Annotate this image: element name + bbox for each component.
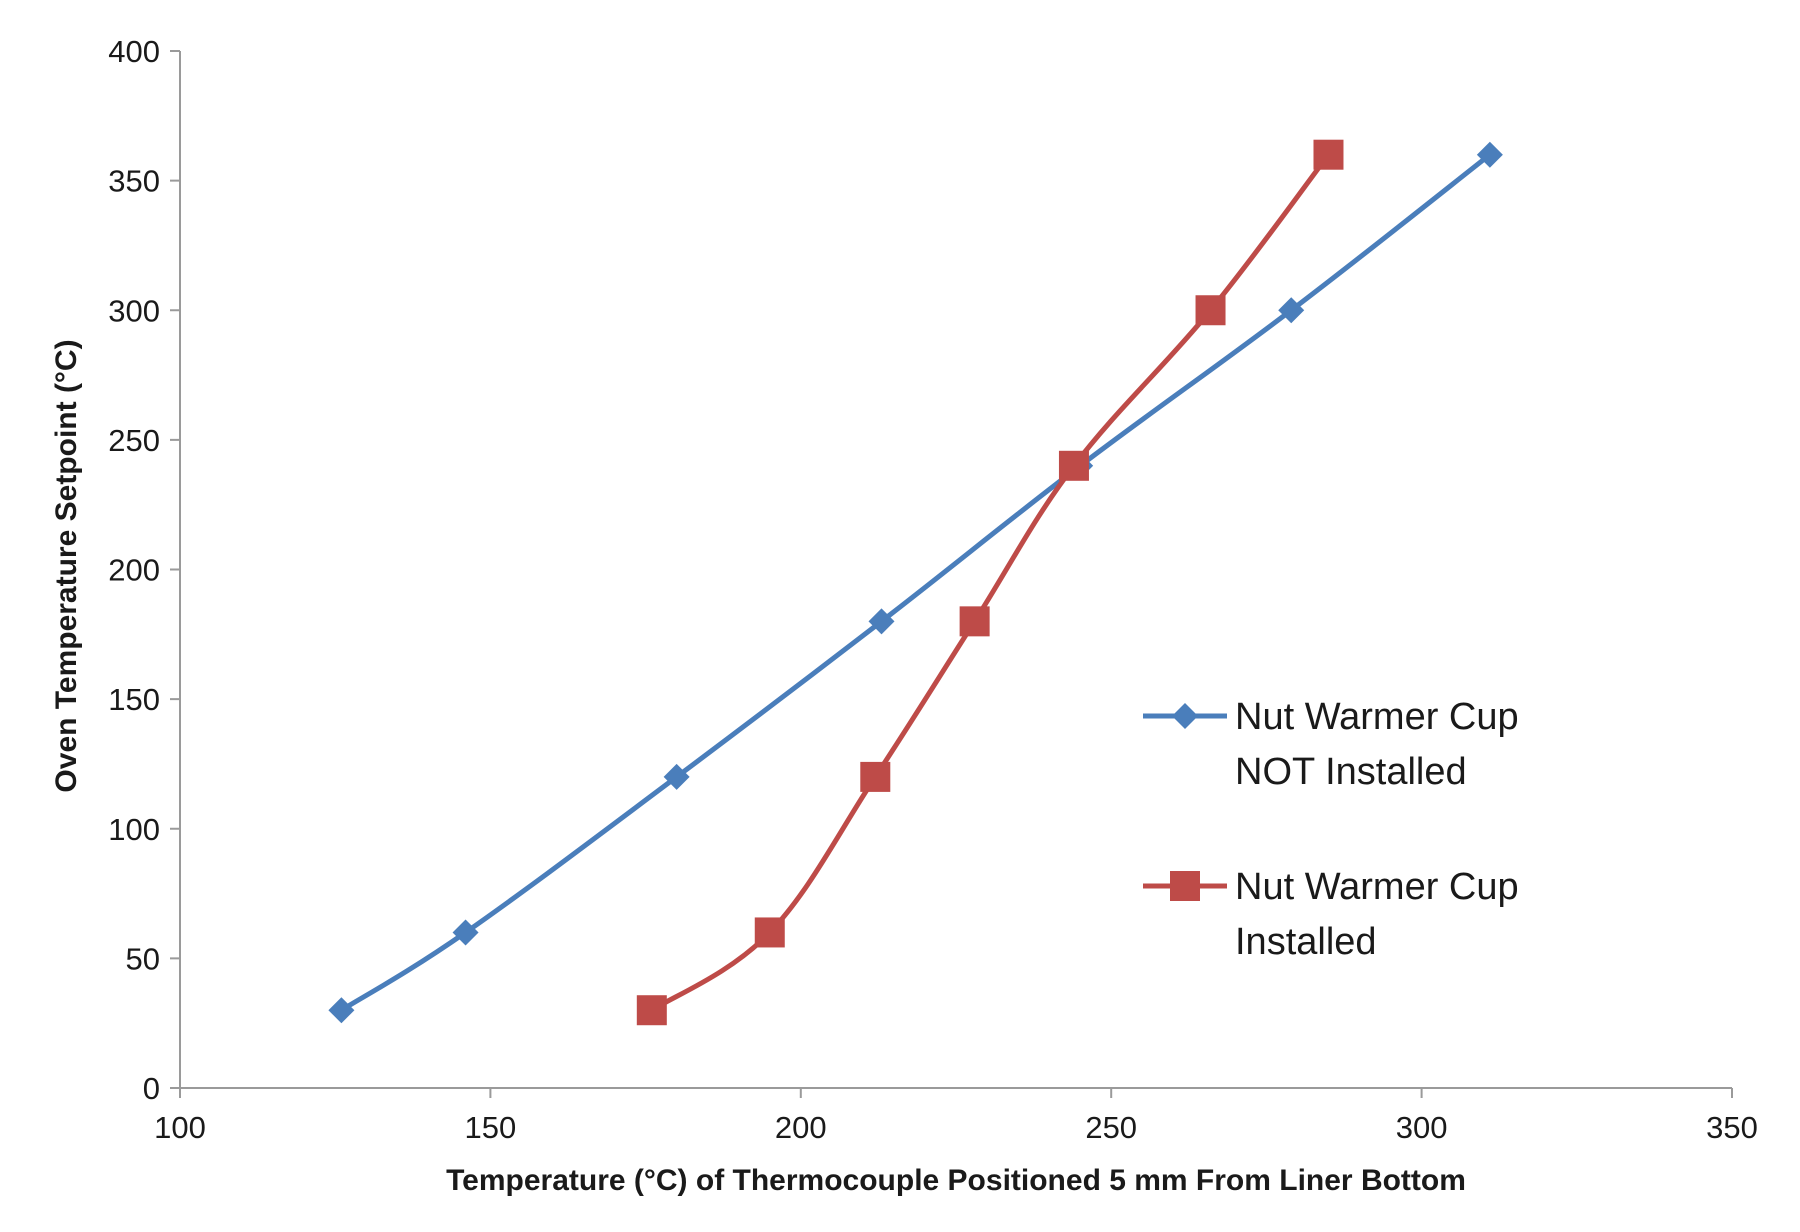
y-tick-label: 200 bbox=[108, 553, 160, 588]
x-tick-label: 350 bbox=[1706, 1110, 1758, 1145]
data-point bbox=[754, 917, 785, 948]
x-tick-label: 250 bbox=[1085, 1110, 1137, 1145]
x-tick-label: 300 bbox=[1396, 1110, 1448, 1145]
x-axis-title: Temperature (°C) of Thermocouple Positio… bbox=[446, 1164, 1466, 1197]
data-point bbox=[328, 997, 355, 1024]
data-point bbox=[1058, 450, 1089, 481]
x-ticks: 100 150 200 250 300 350 bbox=[154, 1088, 1758, 1145]
legend-marker bbox=[1170, 871, 1200, 901]
legend-label: Nut Warmer Cup bbox=[1235, 866, 1519, 908]
series-1 bbox=[636, 139, 1344, 1026]
y-ticks: 0 50 100 150 200 250 300 350 400 bbox=[108, 34, 180, 1106]
legend-label: NOT Installed bbox=[1235, 751, 1467, 793]
y-axis-title: Oven Temperature Setpoint (°C) bbox=[50, 339, 83, 792]
y-tick-label: 400 bbox=[108, 34, 160, 69]
data-point bbox=[959, 606, 990, 637]
x-tick-label: 150 bbox=[465, 1110, 517, 1145]
data-point bbox=[1313, 139, 1344, 170]
series-line bbox=[649, 152, 1331, 1013]
legend-item: Nut Warmer Cup Installed bbox=[1143, 866, 1519, 963]
x-tick-label: 100 bbox=[154, 1110, 206, 1145]
x-tick-label: 200 bbox=[775, 1110, 827, 1145]
series bbox=[328, 139, 1503, 1026]
y-tick-label: 150 bbox=[108, 682, 160, 717]
legend-label: Installed bbox=[1235, 921, 1377, 963]
y-tick-label: 250 bbox=[108, 423, 160, 458]
legend-label: Nut Warmer Cup bbox=[1235, 696, 1519, 738]
data-point bbox=[860, 761, 891, 792]
data-point bbox=[1278, 297, 1305, 324]
y-tick-label: 300 bbox=[108, 293, 160, 328]
data-point bbox=[1476, 141, 1503, 168]
legend-item: Nut Warmer Cup NOT Installed bbox=[1143, 696, 1519, 793]
y-tick-label: 0 bbox=[143, 1071, 160, 1106]
data-point bbox=[452, 919, 479, 946]
y-tick-label: 350 bbox=[108, 164, 160, 199]
data-point bbox=[1195, 295, 1226, 326]
data-point bbox=[868, 608, 895, 635]
y-tick-label: 100 bbox=[108, 812, 160, 847]
data-point bbox=[636, 995, 667, 1026]
axes: 100 150 200 250 300 350 0 50 100 150 200 250 300 350… bbox=[108, 34, 1758, 1145]
data-point bbox=[663, 763, 690, 790]
y-tick-label: 50 bbox=[126, 941, 160, 976]
legend-marker bbox=[1172, 703, 1198, 729]
